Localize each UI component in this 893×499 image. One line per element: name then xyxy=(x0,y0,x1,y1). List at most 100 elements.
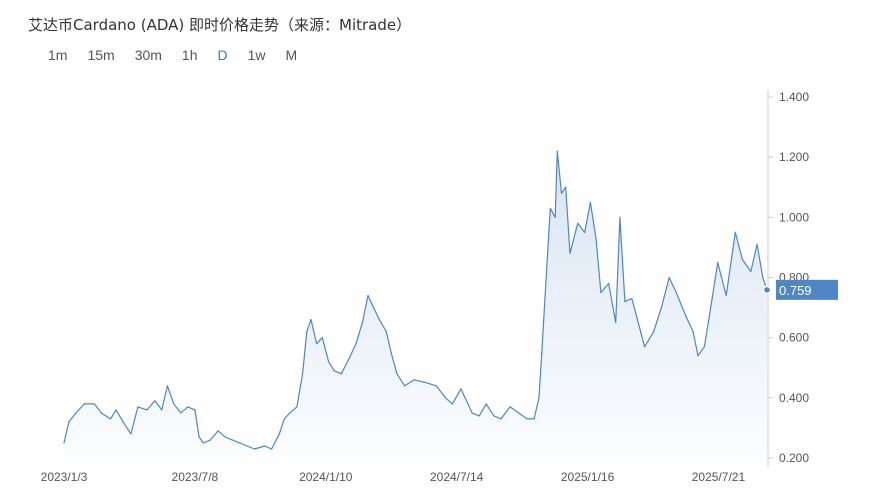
data-point xyxy=(355,343,357,345)
data-point xyxy=(584,231,586,233)
data-point xyxy=(161,409,163,411)
data-point xyxy=(75,412,77,414)
data-point xyxy=(367,294,369,297)
y-tick-label: 0.400 xyxy=(779,391,809,405)
data-point xyxy=(541,352,543,354)
tab-day[interactable]: D xyxy=(217,47,228,63)
data-point xyxy=(538,397,540,399)
x-tick-label: 2025/1/16 xyxy=(561,470,615,484)
data-point xyxy=(263,445,266,447)
data-point xyxy=(361,322,363,324)
data-point xyxy=(301,373,304,375)
data-point xyxy=(154,400,156,402)
data-point xyxy=(83,403,86,405)
data-point xyxy=(173,403,175,405)
data-point xyxy=(509,406,511,408)
data-point xyxy=(565,186,567,188)
data-point xyxy=(403,385,406,387)
data-point xyxy=(373,306,375,309)
data-point xyxy=(115,409,117,411)
price-line xyxy=(63,150,768,450)
data-point xyxy=(333,370,335,372)
data-point xyxy=(224,436,226,438)
data-point xyxy=(63,442,65,444)
data-point xyxy=(378,319,380,321)
timeframe-tabs: 1m 15m 30m 1h D 1w M xyxy=(38,47,307,63)
data-point xyxy=(348,358,350,360)
data-point xyxy=(246,445,248,447)
data-point xyxy=(560,192,563,194)
data-point xyxy=(734,231,736,233)
data-point xyxy=(146,409,148,411)
data-point xyxy=(750,270,752,273)
data-point xyxy=(653,331,655,333)
data-point xyxy=(435,385,437,387)
data-point xyxy=(589,201,591,203)
data-point xyxy=(396,373,398,375)
data-point xyxy=(717,261,719,264)
data-point xyxy=(296,406,298,408)
data-point xyxy=(217,430,219,432)
data-point xyxy=(413,379,416,381)
data-point xyxy=(556,150,558,152)
data-point xyxy=(451,403,454,405)
y-tick-label: 0.200 xyxy=(779,451,809,465)
data-point xyxy=(444,397,447,399)
y-tick-label: 1.200 xyxy=(779,150,809,164)
data-point xyxy=(68,421,70,423)
data-point xyxy=(643,346,646,348)
data-point xyxy=(122,421,124,423)
data-point xyxy=(390,352,392,354)
data-point xyxy=(685,316,687,318)
data-point xyxy=(526,418,528,420)
data-point xyxy=(600,291,602,294)
y-tick-label: 1.000 xyxy=(779,210,809,224)
data-point xyxy=(278,433,280,435)
data-point xyxy=(485,403,487,405)
data-point xyxy=(283,418,285,420)
data-point xyxy=(533,418,535,420)
y-tick-label: 0.600 xyxy=(779,331,809,345)
data-point xyxy=(425,382,428,384)
data-point xyxy=(756,243,758,246)
data-point xyxy=(231,439,233,441)
tab-15m[interactable]: 15m xyxy=(87,47,115,63)
data-point xyxy=(109,418,112,420)
data-point xyxy=(327,361,330,363)
data-point xyxy=(549,207,551,209)
tab-1m[interactable]: 1m xyxy=(48,47,68,63)
data-point xyxy=(93,403,95,405)
tab-1h[interactable]: 1h xyxy=(181,47,198,63)
data-point xyxy=(762,276,764,279)
data-point xyxy=(209,439,211,441)
data-point xyxy=(725,294,727,297)
data-point xyxy=(198,436,200,438)
data-point xyxy=(660,306,663,309)
x-tick-label: 2025/7/21 xyxy=(692,470,746,484)
data-point xyxy=(100,412,102,414)
data-point xyxy=(697,355,699,357)
price-area xyxy=(64,151,767,458)
data-point xyxy=(692,331,694,333)
data-point xyxy=(194,409,196,411)
x-tick-label: 2023/1/3 xyxy=(41,470,88,484)
data-point xyxy=(608,282,610,285)
tab-1w[interactable]: 1w xyxy=(247,47,266,63)
data-point xyxy=(471,412,473,414)
tab-month[interactable]: M xyxy=(285,47,298,63)
data-point xyxy=(517,412,520,414)
data-point xyxy=(577,222,579,224)
data-point xyxy=(306,331,308,333)
data-point xyxy=(478,415,480,417)
data-point xyxy=(385,331,387,333)
data-point xyxy=(289,412,291,414)
data-point xyxy=(340,373,342,375)
data-point xyxy=(595,237,597,239)
tab-30m[interactable]: 30m xyxy=(134,47,162,63)
current-price-marker xyxy=(762,285,772,295)
data-point xyxy=(493,415,495,417)
data-point xyxy=(130,433,132,435)
page-title: 艾达币Cardano (ADA) 即时价格走势（来源：Mitrade） xyxy=(28,16,412,34)
data-point xyxy=(624,300,626,303)
